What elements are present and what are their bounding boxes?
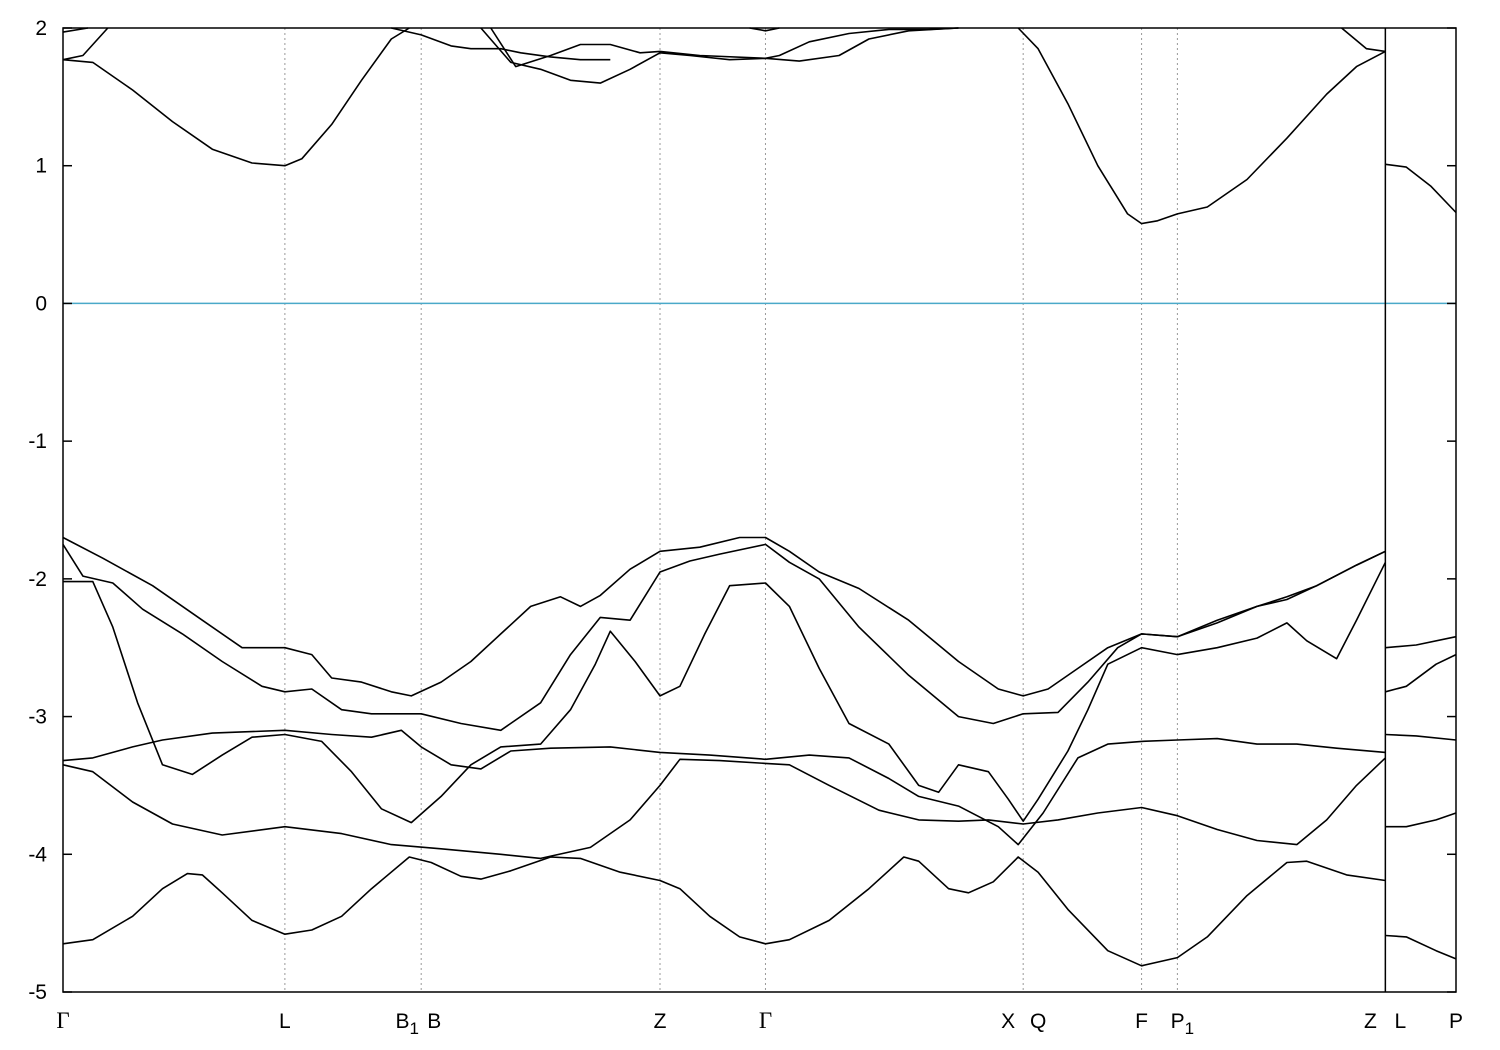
band-line: [1385, 653, 1457, 693]
band-line: [62, 27, 410, 167]
band-line: [1385, 733, 1457, 741]
band-8: [62, 27, 1386, 68]
k-point-subscript: 1: [1185, 1019, 1194, 1038]
band-line: [62, 543, 1386, 732]
k-point-gridlines: [284, 28, 1386, 992]
k-point-label: F: [1135, 1010, 1148, 1033]
y-tick-label: -1: [28, 430, 47, 453]
band-line: [1385, 812, 1457, 828]
y-tick-label: 0: [35, 292, 47, 315]
band-line: [490, 27, 959, 68]
band-line: [62, 729, 1386, 846]
plot-border: [62, 27, 1457, 993]
k-point-label: Z: [654, 1010, 667, 1033]
band-line: [1341, 27, 1386, 53]
band-2: [62, 757, 1457, 860]
y-tick-label: -5: [28, 981, 47, 1004]
band-line: [391, 27, 611, 61]
band-7: [62, 27, 1457, 225]
k-point-label: Γ: [759, 1008, 772, 1033]
k-point-label: L: [1395, 1010, 1407, 1033]
band-line: [1385, 163, 1457, 214]
band-4: [63, 561, 1457, 824]
k-point-labels: Γ L B1 B Z Γ X Q F P1 Z L P: [56, 1008, 1463, 1038]
band-line: [1385, 635, 1457, 649]
band-lines: [62, 27, 1457, 967]
y-tick-label: -4: [28, 843, 47, 866]
y-tick-label: -2: [28, 568, 47, 591]
k-point-label: X: [1001, 1010, 1015, 1033]
k-point-label: Z: [1364, 1010, 1377, 1033]
band-5: [62, 543, 1457, 732]
band-line: [1385, 934, 1457, 960]
band-line: [62, 27, 109, 61]
k-point-label: P: [1449, 1010, 1463, 1033]
plot-frame: [62, 27, 1457, 993]
k-point-label: Γ: [56, 1008, 69, 1033]
band-6: [62, 536, 1386, 697]
k-point-label: L: [279, 1010, 291, 1033]
y-axis-ticks: 2 1 0 -1 -2 -3 -4 -5: [28, 17, 1456, 1004]
band-line: [62, 536, 1386, 697]
band-line: [62, 856, 1386, 967]
k-point-subscript: 1: [409, 1019, 418, 1038]
band-line: [480, 27, 959, 84]
band-1: [62, 856, 1457, 967]
k-point-label: B1: [395, 1010, 418, 1038]
band-line: [62, 757, 1386, 860]
y-tick-label: 2: [35, 17, 47, 40]
band-line: [1017, 27, 1386, 225]
y-tick-label: -3: [28, 706, 47, 729]
k-point-label: Q: [1030, 1010, 1046, 1033]
band-line: [749, 27, 780, 32]
band-3: [62, 729, 1457, 846]
y-tick-label: 1: [35, 155, 47, 178]
k-point-label: B: [427, 1010, 441, 1033]
band-line: [63, 561, 1387, 824]
k-point-label: P1: [1171, 1010, 1194, 1038]
